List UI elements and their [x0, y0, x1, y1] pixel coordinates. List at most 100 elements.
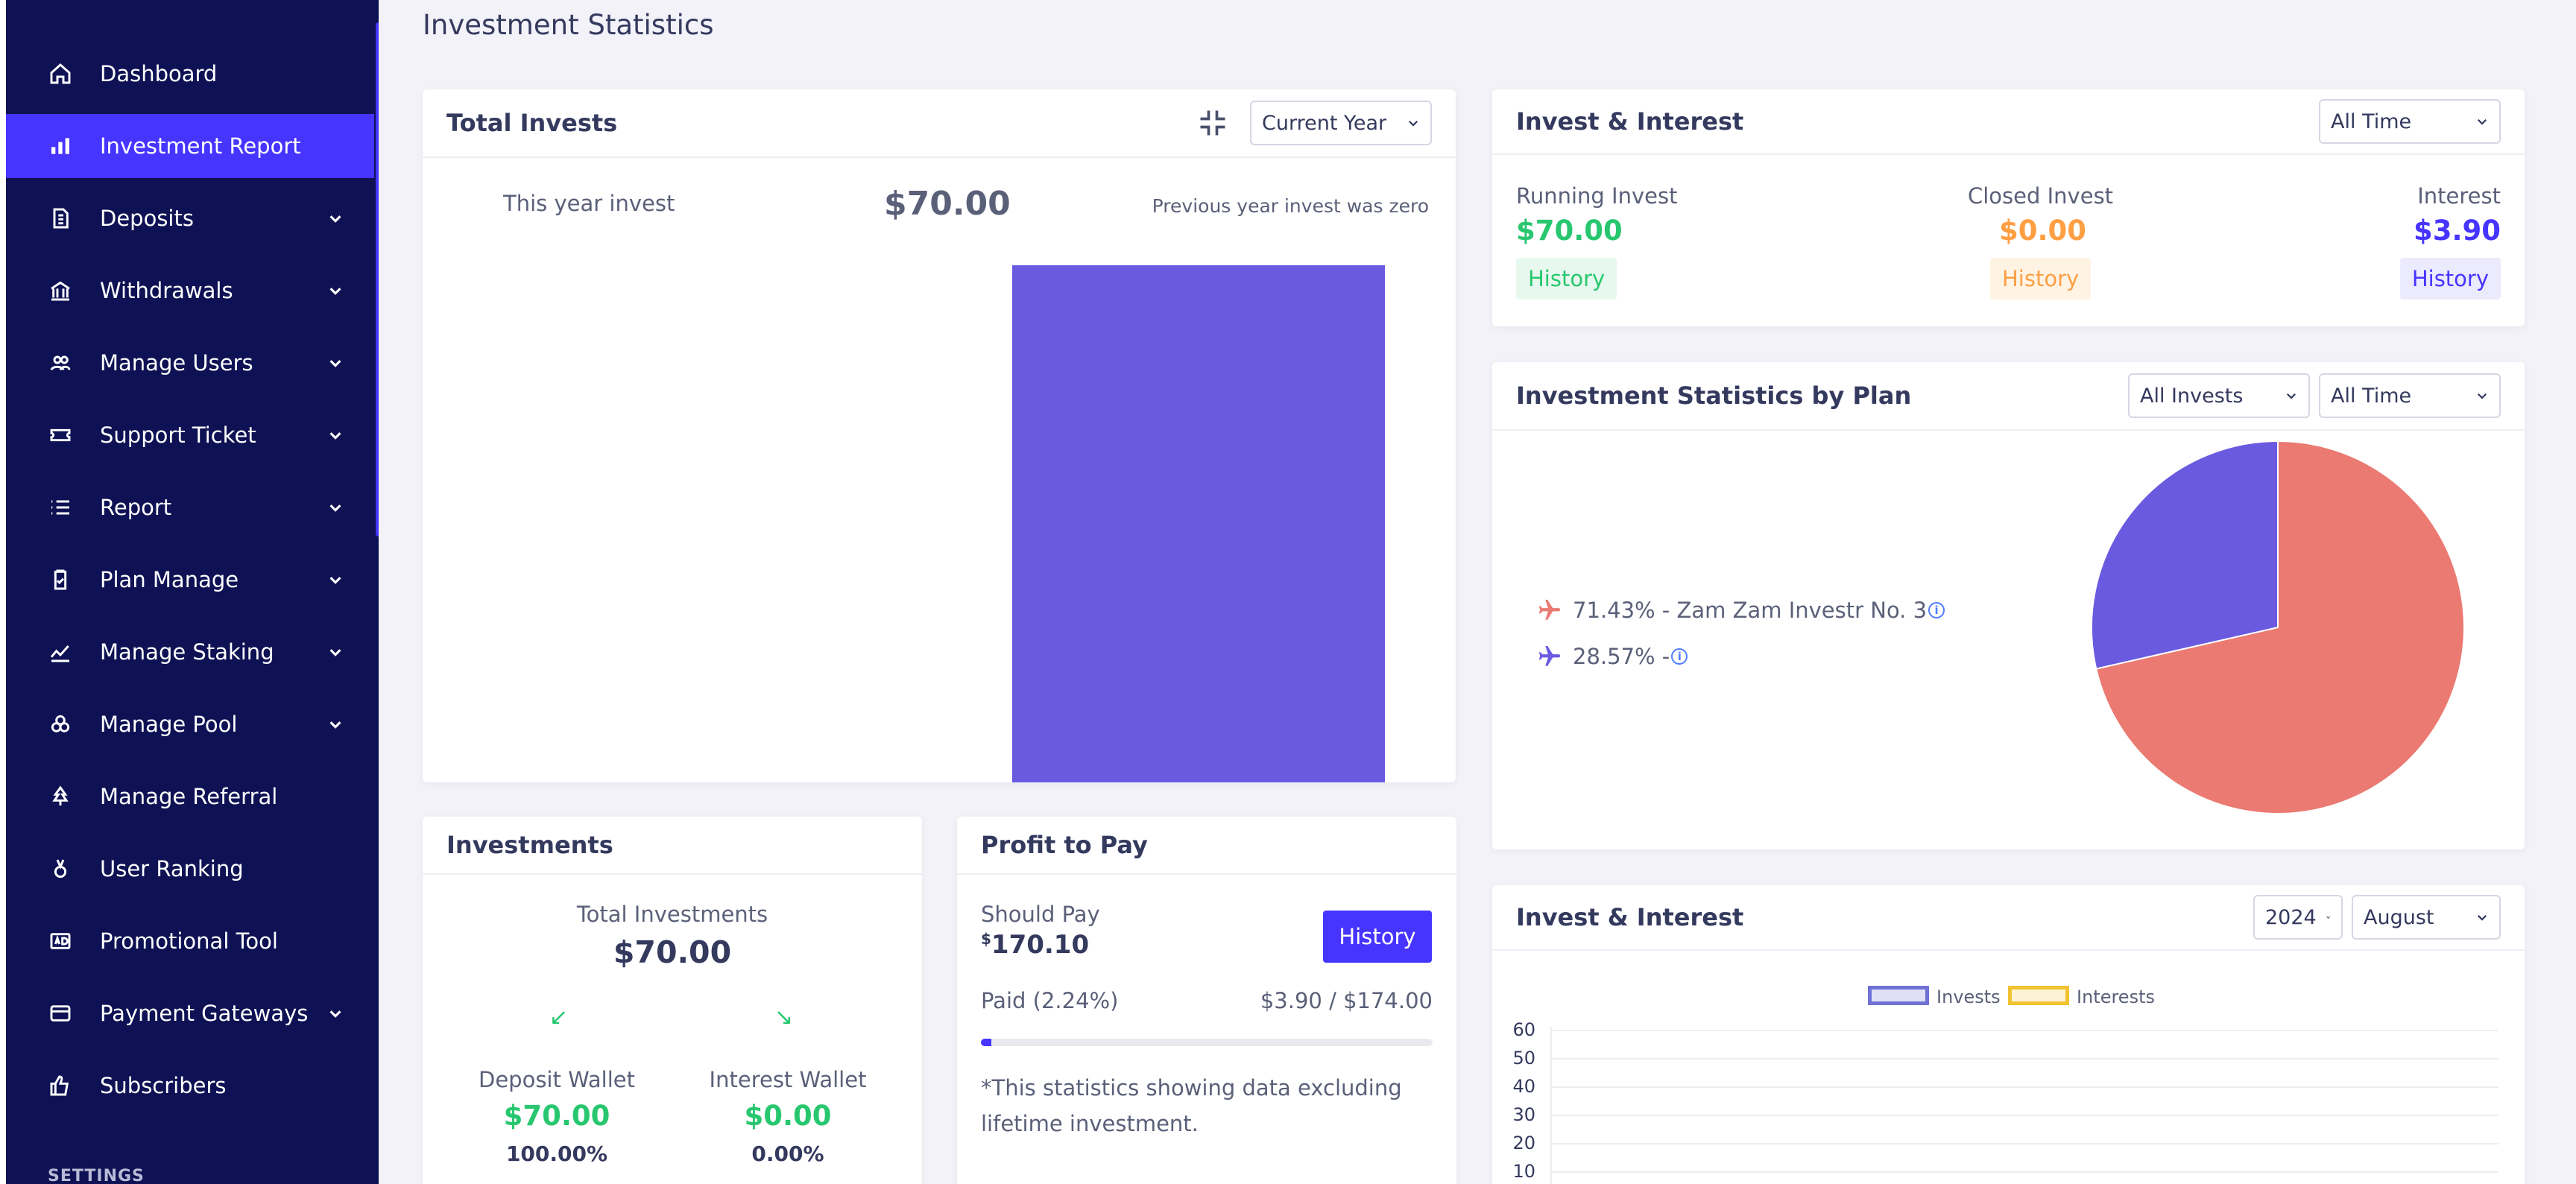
list-icon: [48, 496, 72, 519]
sidebar-item-label: Manage Users: [100, 350, 253, 376]
chevron-down-icon: [325, 208, 346, 229]
deposit-wallet-label: Deposit Wallet: [479, 1067, 635, 1092]
sidebar-item-label: Dashboard: [100, 61, 218, 86]
sidebar-item-user-ranking[interactable]: User Ranking: [6, 837, 374, 901]
invest-interest-title: Invest & Interest: [1516, 107, 1744, 136]
chevron-down-icon: [325, 425, 346, 446]
plan-legend-item: 28.57% - i: [1537, 644, 1688, 669]
y-tick-label: 50: [1512, 1048, 1535, 1069]
sidebar-item-label: Manage Referral: [100, 784, 278, 809]
page-title: Investment Statistics: [423, 9, 714, 41]
sidebar-item-label: Promotional Tool: [100, 928, 278, 954]
sidebar-item-report[interactable]: Report: [6, 475, 374, 539]
sidebar-item-withdrawals[interactable]: Withdrawals: [6, 259, 374, 323]
sidebar-item-label: Support Ticket: [100, 422, 256, 448]
y-axis-line: [1550, 1027, 1552, 1184]
select-value: All Invests: [2140, 384, 2244, 408]
gridline: [1550, 1171, 2498, 1173]
running-invest-label: Running Invest: [1516, 183, 1678, 209]
legend-invests-label: Invests: [1936, 987, 2001, 1007]
trend-icon: [48, 640, 72, 664]
sidebar-item-payment-gateways[interactable]: Payment Gateways: [6, 981, 374, 1045]
select-value: Current Year: [1262, 111, 1387, 135]
bar-chart-icon: [48, 134, 72, 158]
stats-by-plan-period-select[interactable]: All Time: [2319, 373, 2501, 418]
ticket-icon: [48, 423, 72, 447]
sidebar-item-label: Payment Gateways: [100, 1001, 309, 1026]
sidebar-item-label: Investment Report: [100, 133, 301, 159]
should-pay-value: 170.10: [991, 930, 1090, 960]
invest-interest-chart-card: Invest & Interest 2024 August Invests In…: [1492, 885, 2525, 1184]
info-icon[interactable]: i: [1928, 602, 1945, 618]
sidebar-item-support-ticket[interactable]: Support Ticket: [6, 403, 374, 467]
chevron-down-icon: [325, 352, 346, 373]
should-pay-amount: $170.10: [981, 930, 1089, 960]
profit-history-button[interactable]: History: [1323, 911, 1432, 963]
chevron-down-icon: [325, 280, 346, 301]
pie-slice[interactable]: [2095, 440, 2465, 814]
sidebar-item-dashboard[interactable]: Dashboard: [6, 42, 374, 106]
sidebar-item-label: User Ranking: [100, 856, 244, 881]
total-investments-value: $70.00: [613, 934, 732, 970]
invest-interest-period-select[interactable]: All Time: [2319, 99, 2501, 144]
sidebar-item-subscribers[interactable]: Subscribers: [6, 1054, 374, 1118]
sidebar-item-plan-manage[interactable]: Plan Manage: [6, 548, 374, 612]
sidebar-item-manage-pool[interactable]: Manage Pool: [6, 692, 374, 756]
sidebar-item-label: Manage Pool: [100, 712, 238, 737]
sidebar-item-promotional-tool[interactable]: Promotional Tool: [6, 909, 374, 973]
chevron-down-icon: [2477, 118, 2487, 125]
chevron-down-icon: [325, 642, 346, 662]
chevron-down-icon: [2477, 914, 2487, 921]
plan-pie-chart: [2091, 440, 2465, 814]
sidebar-item-manage-staking[interactable]: Manage Staking: [6, 620, 374, 684]
select-value: 2024: [2265, 905, 2317, 929]
previous-year-note: Previous year invest was zero: [1152, 195, 1429, 217]
deposit-wallet-value: $70.00: [503, 1100, 610, 1132]
total-invests-period-select[interactable]: Current Year: [1250, 101, 1432, 145]
invest-interest-summary-card: Invest & Interest All Time Running Inves…: [1492, 89, 2525, 326]
y-tick-label: 30: [1512, 1104, 1535, 1125]
gridline: [1550, 1143, 2498, 1145]
sidebar-item-label: Manage Staking: [100, 639, 274, 665]
closed-invest-history-button[interactable]: History: [1990, 258, 2092, 300]
stats-by-plan-title: Investment Statistics by Plan: [1516, 382, 1912, 410]
should-pay-label: Should Pay: [981, 902, 1100, 927]
pie-slice[interactable]: [2091, 440, 2279, 670]
this-year-invest-amount: $70.00: [884, 185, 1011, 223]
info-icon[interactable]: i: [1671, 648, 1688, 665]
legend-invests-swatch[interactable]: [1868, 986, 1929, 1005]
this-year-invest-label: This year invest: [503, 191, 675, 216]
statistics-note: *This statistics showing data excluding …: [981, 1075, 1402, 1136]
chevron-down-icon: [2326, 916, 2330, 919]
legend-interests-swatch[interactable]: [2008, 986, 2069, 1005]
select-value: August: [2364, 905, 2434, 929]
year-select[interactable]: 2024: [2253, 895, 2343, 940]
interest-value: $3.90: [2413, 215, 2501, 247]
sidebar-item-manage-users[interactable]: Manage Users: [6, 331, 374, 395]
sidebar-item-deposits[interactable]: Deposits: [6, 186, 374, 250]
bank-icon: [48, 279, 72, 303]
running-invest-history-button[interactable]: History: [1516, 258, 1617, 300]
gridline: [1550, 1115, 2498, 1116]
deposit-wallet-percent: 100.00%: [505, 1142, 608, 1166]
compress-icon[interactable]: [1196, 107, 1229, 139]
paid-value: $3.90 / $174.00: [1260, 988, 1433, 1013]
interest-wallet-percent: 0.00%: [751, 1142, 824, 1166]
month-select[interactable]: August: [2352, 895, 2501, 940]
plan-legend-item: 71.43% - Zam Zam Investr No. 3 i: [1537, 598, 1945, 623]
legend-interests-label: Interests: [2077, 987, 2155, 1007]
sidebar-item-manage-referral[interactable]: Manage Referral: [6, 764, 374, 829]
y-tick-label: 60: [1512, 1019, 1535, 1040]
closed-invest-value: $0.00: [1999, 215, 2087, 247]
chevron-down-icon: [325, 497, 346, 518]
cubes-icon: [48, 712, 72, 736]
chevron-down-icon: [2477, 393, 2487, 399]
interest-history-button[interactable]: History: [2399, 258, 2501, 300]
sidebar-scrollbar[interactable]: [376, 22, 379, 536]
profit-to-pay-card: Profit to Pay Should Pay $170.10 History…: [957, 817, 1456, 1184]
plan-legend-text: 28.57% -: [1573, 644, 1670, 669]
stats-by-plan-filter-select[interactable]: All Invests: [2128, 373, 2310, 418]
sidebar-item-investment-report[interactable]: Investment Report: [6, 114, 374, 178]
y-tick-label: 20: [1512, 1133, 1535, 1153]
thumbs-up-icon: [48, 1074, 72, 1098]
